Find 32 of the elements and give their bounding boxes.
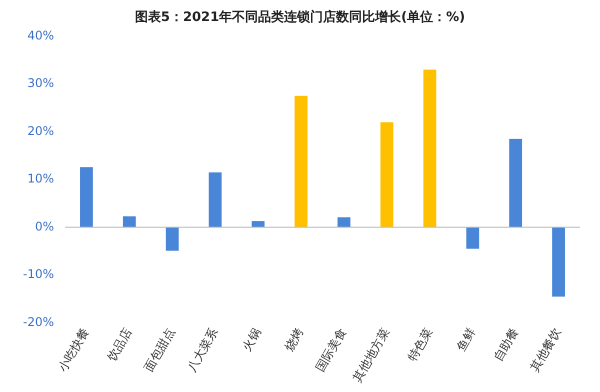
y-tick-label: -20% — [22, 314, 54, 329]
y-tick-label: 40% — [27, 28, 54, 42]
x-tick-label: 小吃快餐 — [56, 326, 92, 374]
y-tick-label: 30% — [27, 76, 54, 90]
x-tick-label: 饮品店 — [104, 326, 135, 365]
x-tick-label: 其他地方菜 — [350, 326, 392, 384]
x-tick-label: 八大菜系 — [184, 326, 221, 374]
bar — [208, 172, 222, 228]
bar — [252, 221, 265, 228]
bar — [338, 217, 350, 228]
y-tick-label: 10% — [27, 172, 54, 186]
bar — [552, 227, 565, 297]
x-tick-label: 自助餐 — [490, 326, 521, 364]
x-tick-label: 其他餐饮 — [528, 326, 564, 374]
bar — [80, 167, 93, 228]
y-tick-label: 0% — [34, 219, 54, 234]
bar — [509, 138, 522, 228]
bar — [166, 227, 179, 251]
bar — [294, 96, 308, 228]
x-tick-label: 面包甜点 — [141, 326, 178, 374]
bar — [423, 70, 436, 228]
x-tick-label: 烧烤 — [282, 326, 306, 354]
y-tick-label: -10% — [22, 267, 54, 282]
y-tick-label: 20% — [27, 124, 54, 138]
bar — [122, 216, 136, 228]
x-tick-label: 国际美食 — [313, 326, 350, 374]
x-tick-label: 鱼鲜 — [454, 326, 478, 354]
x-tick-label: 火锅 — [239, 326, 264, 354]
chart-title: 图表5：2021年不同品类连锁门店数同比增长(单位：%) — [134, 8, 466, 26]
x-tick-label: 特色菜 — [404, 326, 436, 364]
bar — [380, 122, 394, 228]
bar — [466, 227, 480, 249]
